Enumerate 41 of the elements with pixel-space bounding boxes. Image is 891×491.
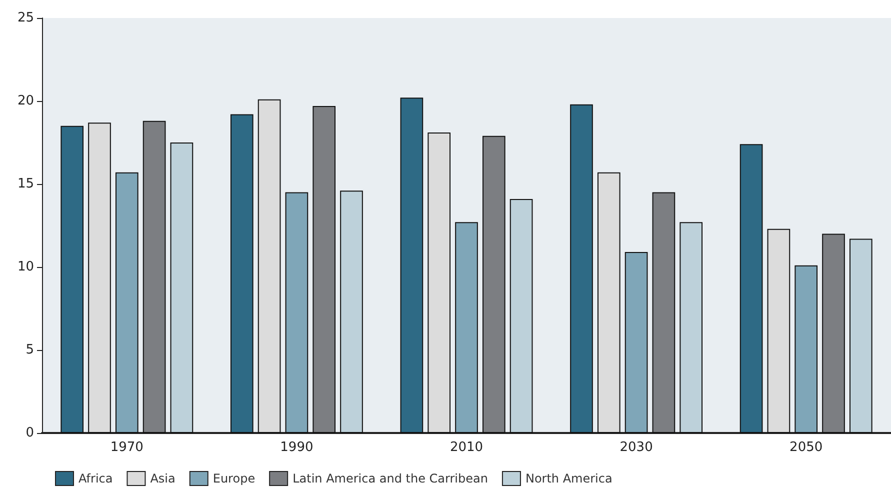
y-tick-label: 15 [17,176,34,192]
y-tick-label: 25 [17,10,34,26]
legend-label: North America [525,472,612,486]
legend-label: Asia [150,472,176,486]
bar [740,144,763,433]
x-tick-label: 1990 [280,440,314,455]
legend-label: Latin America and the Carribean [292,472,488,486]
bar [88,122,111,433]
bar [680,222,703,433]
bar [624,252,648,433]
bar [510,198,533,433]
bar [849,238,872,433]
bar [60,126,84,433]
bar [767,228,790,433]
bar [455,222,478,433]
bar [312,106,336,433]
x-tick-label: 2050 [790,440,823,455]
x-tick-label: 2010 [450,440,484,455]
y-tick-label: 20 [17,94,34,108]
bar [652,192,676,433]
bar [285,192,308,433]
bar [822,234,845,433]
bar [482,136,506,433]
bar [170,142,194,433]
bar [115,172,138,433]
bar [258,99,281,433]
y-tick-label: 10 [17,260,34,274]
bar [428,132,451,433]
bar [340,190,363,433]
bar [597,172,620,433]
legend-label: Africa [78,472,113,486]
bar [570,104,593,433]
x-tick-label: 1970 [110,440,144,455]
bar [794,265,818,433]
legend-label: Europe [212,472,256,486]
y-tick-label: 0 [26,426,34,440]
bar [142,120,166,433]
bar [400,98,424,433]
bar [230,114,254,433]
y-tick-label: 5 [26,342,34,358]
x-tick-label: 2030 [620,440,653,455]
